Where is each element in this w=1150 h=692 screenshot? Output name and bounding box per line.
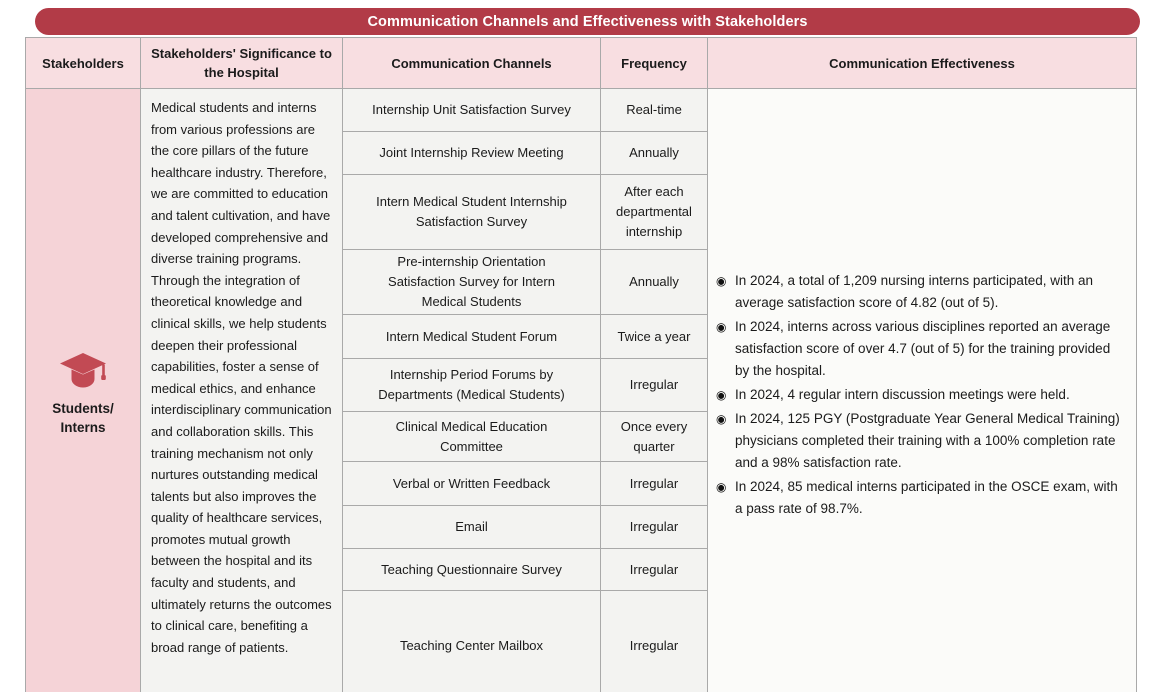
channel-cell: Pre-internship Orientation Satisfaction … (342, 249, 601, 315)
effectiveness-item: ◉ In 2024, a total of 1,209 nursing inte… (716, 270, 1122, 314)
col-header-significance: Stakeholders' Significance to the Hospit… (140, 37, 343, 89)
stakeholder-cell: Students/ Interns (25, 88, 141, 692)
channel-cell: Internship Period Forums by Departments … (342, 358, 601, 412)
table-row: Verbal or Written Feedback Irregular (26, 461, 1137, 506)
channel-cell: Verbal or Written Feedback (342, 461, 601, 506)
frequency-cell: Irregular (600, 358, 708, 412)
table-title: Communication Channels and Effectiveness… (35, 8, 1140, 35)
frequency-cell: Irregular (600, 548, 708, 591)
bullet-icon: ◉ (716, 479, 727, 494)
col-header-effectiveness: Communication Effectiveness (707, 37, 1137, 89)
col-header-frequency: Frequency (600, 37, 708, 89)
table-row: Intern Medical Student Internship Satisf… (26, 174, 1137, 250)
frequency-cell: After each departmental internship (600, 174, 708, 250)
frequency-cell: Once every quarter (600, 411, 708, 462)
channel-cell: Intern Medical Student Internship Satisf… (342, 174, 601, 250)
graduation-cap-icon (30, 352, 136, 390)
channel-cell: Email (342, 505, 601, 549)
channel-cell: Joint Internship Review Meeting (342, 131, 601, 175)
table-row: Teaching Center Mailbox Irregular (26, 590, 1137, 692)
effectiveness-item: ◉ In 2024, 85 medical interns participat… (716, 476, 1122, 520)
frequency-cell: Annually (600, 131, 708, 175)
effectiveness-cell: ◉ In 2024, a total of 1,209 nursing inte… (707, 88, 1137, 692)
frequency-cell: Irregular (600, 461, 708, 506)
channel-cell: Teaching Questionnaire Survey (342, 548, 601, 591)
effectiveness-item: ◉ In 2024, interns across various discip… (716, 316, 1122, 382)
table-row: Email Irregular (26, 505, 1137, 549)
channel-cell: Clinical Medical Education Committee (342, 411, 601, 462)
header-row: Stakeholders Stakeholders' Significance … (25, 37, 1137, 89)
channel-cell: Intern Medical Student Forum (342, 314, 601, 359)
effectiveness-text: In 2024, a total of 1,209 nursing intern… (735, 272, 1093, 310)
stakeholder-name: Students/ Interns (52, 401, 114, 435)
frequency-cell: Real-time (600, 88, 708, 132)
table-row: Students/ Interns Medical students and i… (25, 88, 1137, 692)
col-header-stakeholders: Stakeholders (25, 37, 141, 89)
bullet-icon: ◉ (716, 273, 727, 288)
table-row: Joint Internship Review Meeting Annually (26, 131, 1137, 175)
effectiveness-text: In 2024, 85 medical interns participated… (735, 478, 1118, 516)
effectiveness-item: ◉ In 2024, 4 regular intern discussion m… (716, 384, 1122, 406)
table-row: Clinical Medical Education Committee Onc… (26, 411, 1137, 462)
table-row: Intern Medical Student Forum Twice a yea… (26, 314, 1137, 359)
channel-cell: Internship Unit Satisfaction Survey (342, 88, 601, 132)
frequency-cell: Twice a year (600, 314, 708, 359)
significance-cell: Medical students and interns from variou… (140, 88, 343, 692)
effectiveness-list: ◉ In 2024, a total of 1,209 nursing inte… (716, 270, 1122, 520)
effectiveness-text: In 2024, interns across various discipli… (735, 318, 1111, 378)
frequency-cell: Irregular (600, 590, 708, 692)
bullet-icon: ◉ (716, 387, 727, 402)
frequency-cell: Annually (600, 249, 708, 315)
stakeholder-communication-table: Stakeholders Stakeholders' Significance … (25, 37, 1137, 692)
frequency-cell: Irregular (600, 505, 708, 549)
effectiveness-item: ◉ In 2024, 125 PGY (Postgraduate Year Ge… (716, 408, 1122, 474)
effectiveness-text: In 2024, 125 PGY (Postgraduate Year Gene… (735, 410, 1120, 470)
channel-cell: Teaching Center Mailbox (342, 590, 601, 692)
bullet-icon: ◉ (716, 411, 727, 426)
table-row: Teaching Questionnaire Survey Irregular (26, 548, 1137, 591)
bullet-icon: ◉ (716, 319, 727, 334)
effectiveness-text: In 2024, 4 regular intern discussion mee… (735, 386, 1070, 402)
col-header-channels: Communication Channels (342, 37, 601, 89)
